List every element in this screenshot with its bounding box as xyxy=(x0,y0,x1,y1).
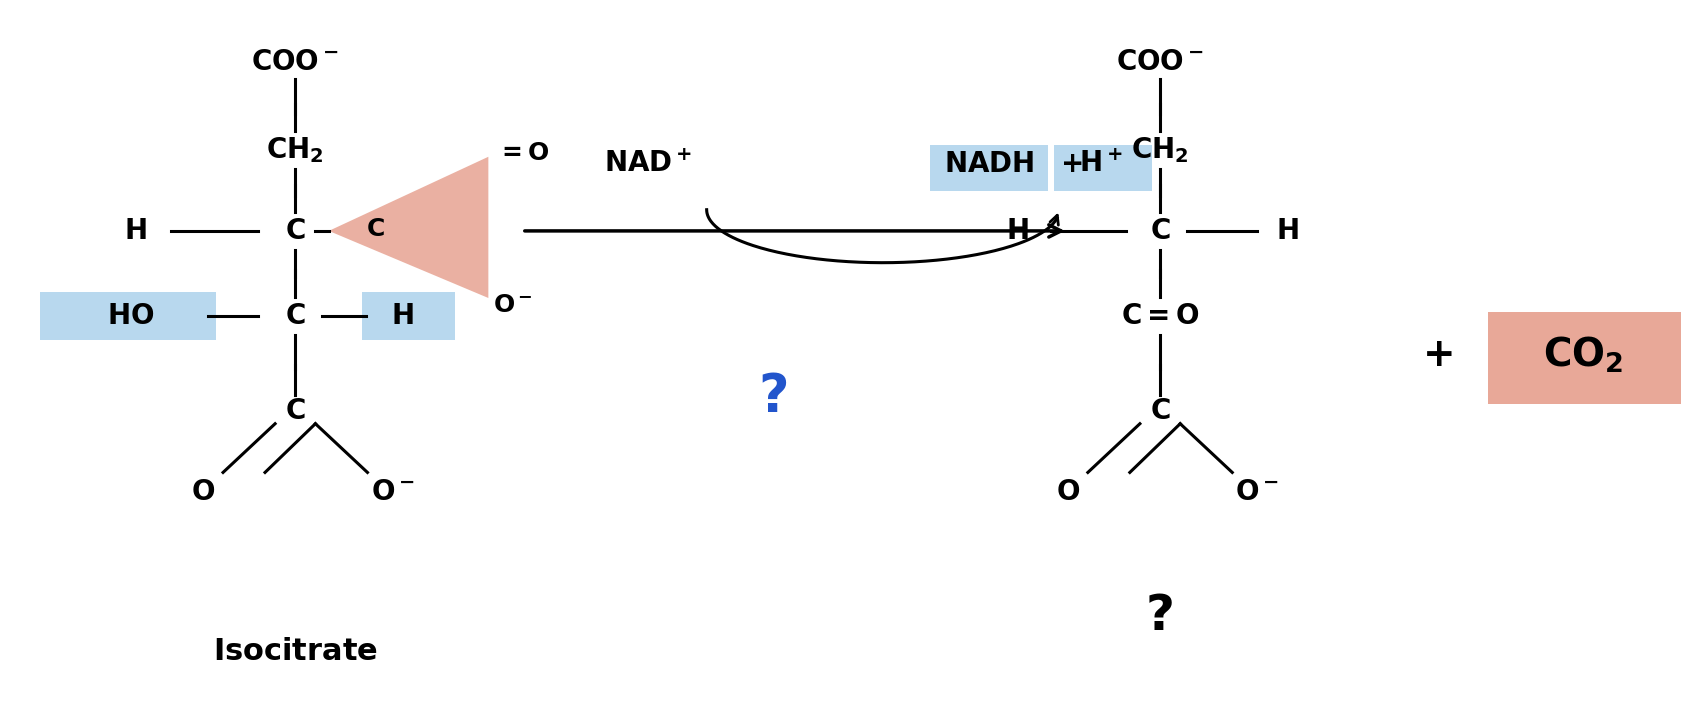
FancyBboxPatch shape xyxy=(40,291,217,340)
Text: $\mathbf{H^+}$: $\mathbf{H^+}$ xyxy=(1080,150,1124,178)
Text: $\mathbf{H}$: $\mathbf{H}$ xyxy=(392,301,414,330)
Text: $\mathbf{NADH}$: $\mathbf{NADH}$ xyxy=(944,150,1034,178)
FancyBboxPatch shape xyxy=(930,145,1048,191)
Text: $\mathbf{+}$: $\mathbf{+}$ xyxy=(1421,335,1452,374)
Text: $\mathbf{C}$: $\mathbf{C}$ xyxy=(284,217,306,245)
Text: $\mathbf{C}$: $\mathbf{C}$ xyxy=(284,397,306,425)
Text: $\mathbf{O^-}$: $\mathbf{O^-}$ xyxy=(493,293,533,317)
Text: $\mathbf{O^-}$: $\mathbf{O^-}$ xyxy=(370,478,414,506)
FancyBboxPatch shape xyxy=(1487,312,1680,404)
Text: $\mathbf{H}$: $\mathbf{H}$ xyxy=(1277,217,1299,245)
FancyBboxPatch shape xyxy=(362,291,454,340)
Text: $\mathbf{Isocitrate}$: $\mathbf{Isocitrate}$ xyxy=(212,637,378,666)
Text: $\mathbf{+}$: $\mathbf{+}$ xyxy=(1060,150,1082,178)
Text: $\mathbf{=O}$: $\mathbf{=O}$ xyxy=(496,141,550,165)
Text: $\mathbf{CO_2}$: $\mathbf{CO_2}$ xyxy=(1542,335,1623,374)
Text: $\mathbf{H}$: $\mathbf{H}$ xyxy=(1006,217,1029,245)
Polygon shape xyxy=(330,157,488,298)
Text: $\mathbf{O}$: $\mathbf{O}$ xyxy=(1056,478,1080,506)
Text: $\mathbf{C}$: $\mathbf{C}$ xyxy=(367,218,385,242)
Text: $\mathbf{C}$: $\mathbf{C}$ xyxy=(1150,397,1171,425)
Text: ?: ? xyxy=(759,371,789,423)
Text: $\mathbf{O^-}$: $\mathbf{O^-}$ xyxy=(1236,478,1280,506)
FancyBboxPatch shape xyxy=(1055,145,1152,191)
Text: $\mathbf{H}$: $\mathbf{H}$ xyxy=(124,217,146,245)
Text: $\mathbf{HO}$: $\mathbf{HO}$ xyxy=(108,301,155,330)
Text: ?: ? xyxy=(1145,592,1174,640)
Text: $\mathbf{C}$: $\mathbf{C}$ xyxy=(284,301,306,330)
Text: $\mathbf{O}$: $\mathbf{O}$ xyxy=(190,478,215,506)
Text: $\mathbf{COO^-}$: $\mathbf{COO^-}$ xyxy=(1117,48,1204,76)
Text: $\mathbf{CH_2}$: $\mathbf{CH_2}$ xyxy=(1132,135,1189,164)
Text: $\mathbf{C=O}$: $\mathbf{C=O}$ xyxy=(1120,301,1199,330)
Text: $\mathbf{COO^-}$: $\mathbf{COO^-}$ xyxy=(251,48,340,76)
Text: $\mathbf{C}$: $\mathbf{C}$ xyxy=(1150,217,1171,245)
Text: $\mathbf{CH_2}$: $\mathbf{CH_2}$ xyxy=(266,135,325,164)
Text: $\mathbf{NAD^+}$: $\mathbf{NAD^+}$ xyxy=(604,150,691,178)
